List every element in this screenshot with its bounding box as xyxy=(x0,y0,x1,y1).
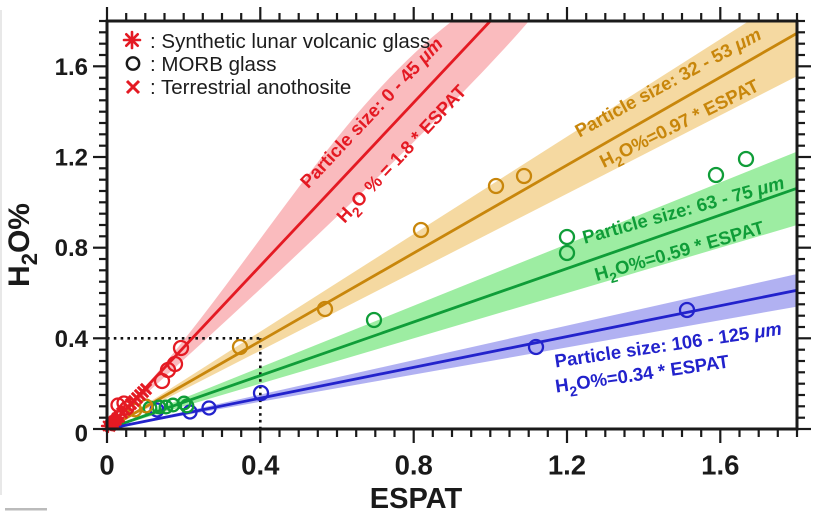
svg-text:: Synthetic lunar volcanic gla: : Synthetic lunar volcanic glass xyxy=(150,30,430,53)
svg-text:H2O%: H2O% xyxy=(3,203,42,287)
svg-text:: MORB glass: : MORB glass xyxy=(150,53,276,76)
svg-text:ESPAT: ESPAT xyxy=(370,483,463,511)
svg-text:0.4: 0.4 xyxy=(55,326,89,353)
svg-text:0.4: 0.4 xyxy=(241,450,280,481)
svg-text:1.2: 1.2 xyxy=(55,145,88,172)
svg-text:: Terrestrial anothosite: : Terrestrial anothosite xyxy=(150,76,351,99)
svg-text:1.6: 1.6 xyxy=(55,54,88,81)
svg-text:0.8: 0.8 xyxy=(55,235,88,262)
svg-text:0: 0 xyxy=(99,450,114,481)
svg-text:0: 0 xyxy=(75,421,88,448)
svg-text:0.8: 0.8 xyxy=(395,450,433,481)
svg-text:1.2: 1.2 xyxy=(548,450,586,481)
svg-text:1.6: 1.6 xyxy=(701,450,739,481)
